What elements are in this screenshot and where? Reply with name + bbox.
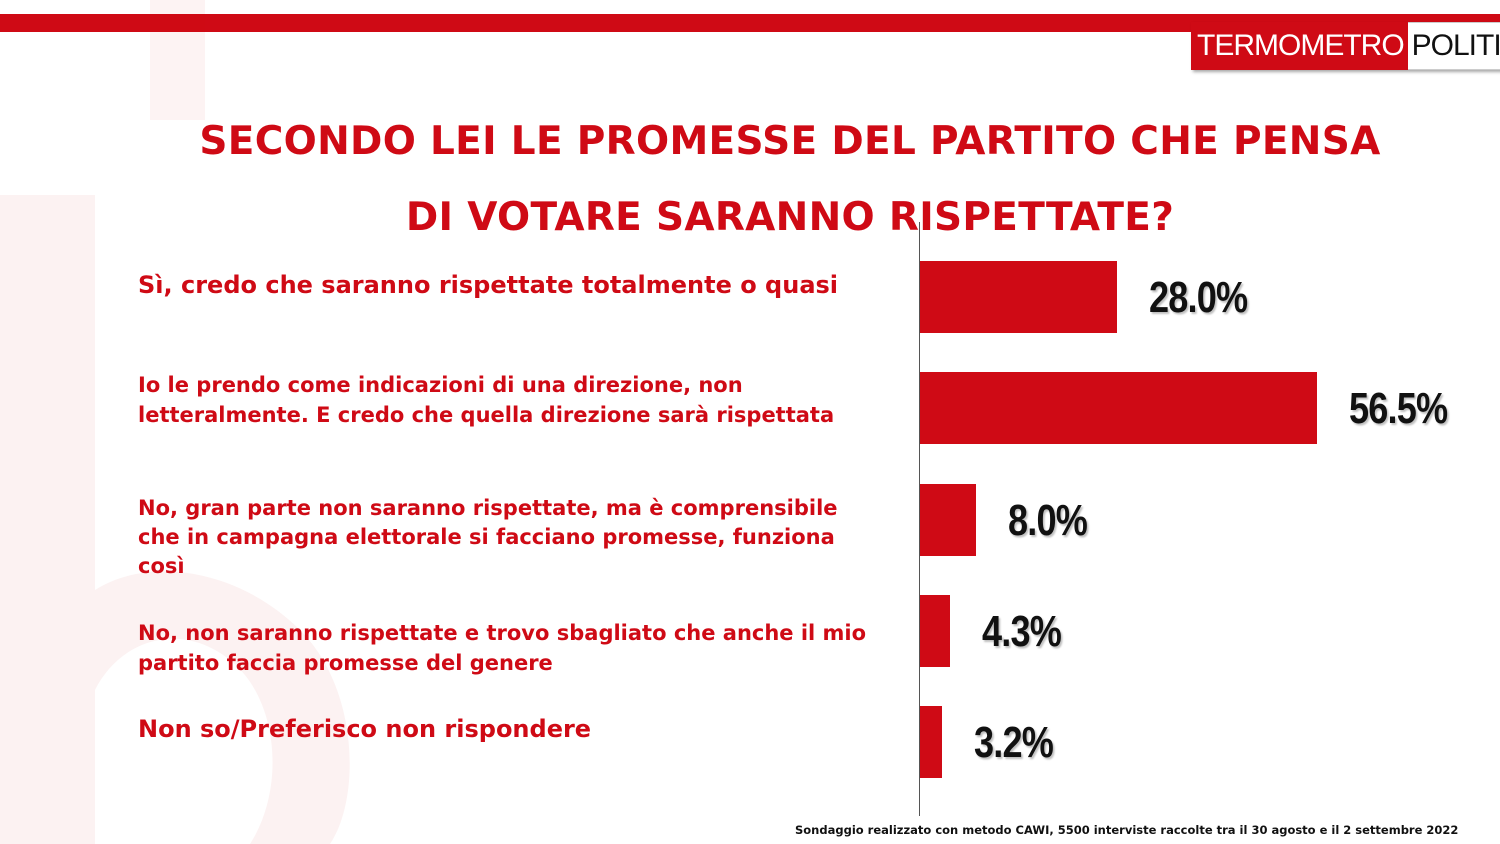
chart-title: SECONDO LEI LE PROMESSE DEL PARTITO CHE … [0, 104, 1500, 255]
value-label-5: 3.2% [974, 718, 1054, 767]
brand-logo-part1: TERMOMETRO [1191, 22, 1408, 70]
category-label-3: No, gran parte non saranno rispettate, m… [138, 496, 838, 578]
value-label-4: 4.3% [982, 607, 1062, 656]
brand-logo-part2: POLITICO [1407, 22, 1500, 70]
bar-3 [920, 484, 976, 556]
category-label-2: Io le prendo come indicazioni di una dir… [138, 373, 835, 427]
bar-2 [920, 372, 1317, 444]
value-label-3: 8.0% [1008, 496, 1088, 545]
bar-4 [920, 595, 950, 667]
chart-title-line-1: SECONDO LEI LE PROMESSE DEL PARTITO CHE … [199, 119, 1381, 164]
bar-5 [920, 706, 942, 778]
category-label-5: Non so/Preferisco non rispondere [138, 715, 592, 743]
footnote: Sondaggio realizzato con metodo CAWI, 55… [795, 823, 1459, 837]
category-label-1: Sì, credo che saranno rispettate totalme… [138, 271, 839, 299]
value-label-2: 56.5% [1349, 384, 1448, 433]
category-label-4: No, non saranno rispettate e trovo sbagl… [138, 621, 867, 675]
chart-title-line-2: DI VOTARE SARANNO RISPETTATE? [405, 194, 1175, 240]
top-band [0, 14, 1500, 32]
value-label-1: 28.0% [1149, 273, 1248, 322]
brand-logo: TERMOMETRO POLITICO [1191, 22, 1500, 70]
bar-1 [920, 261, 1117, 333]
chart-axis-line [919, 222, 920, 816]
